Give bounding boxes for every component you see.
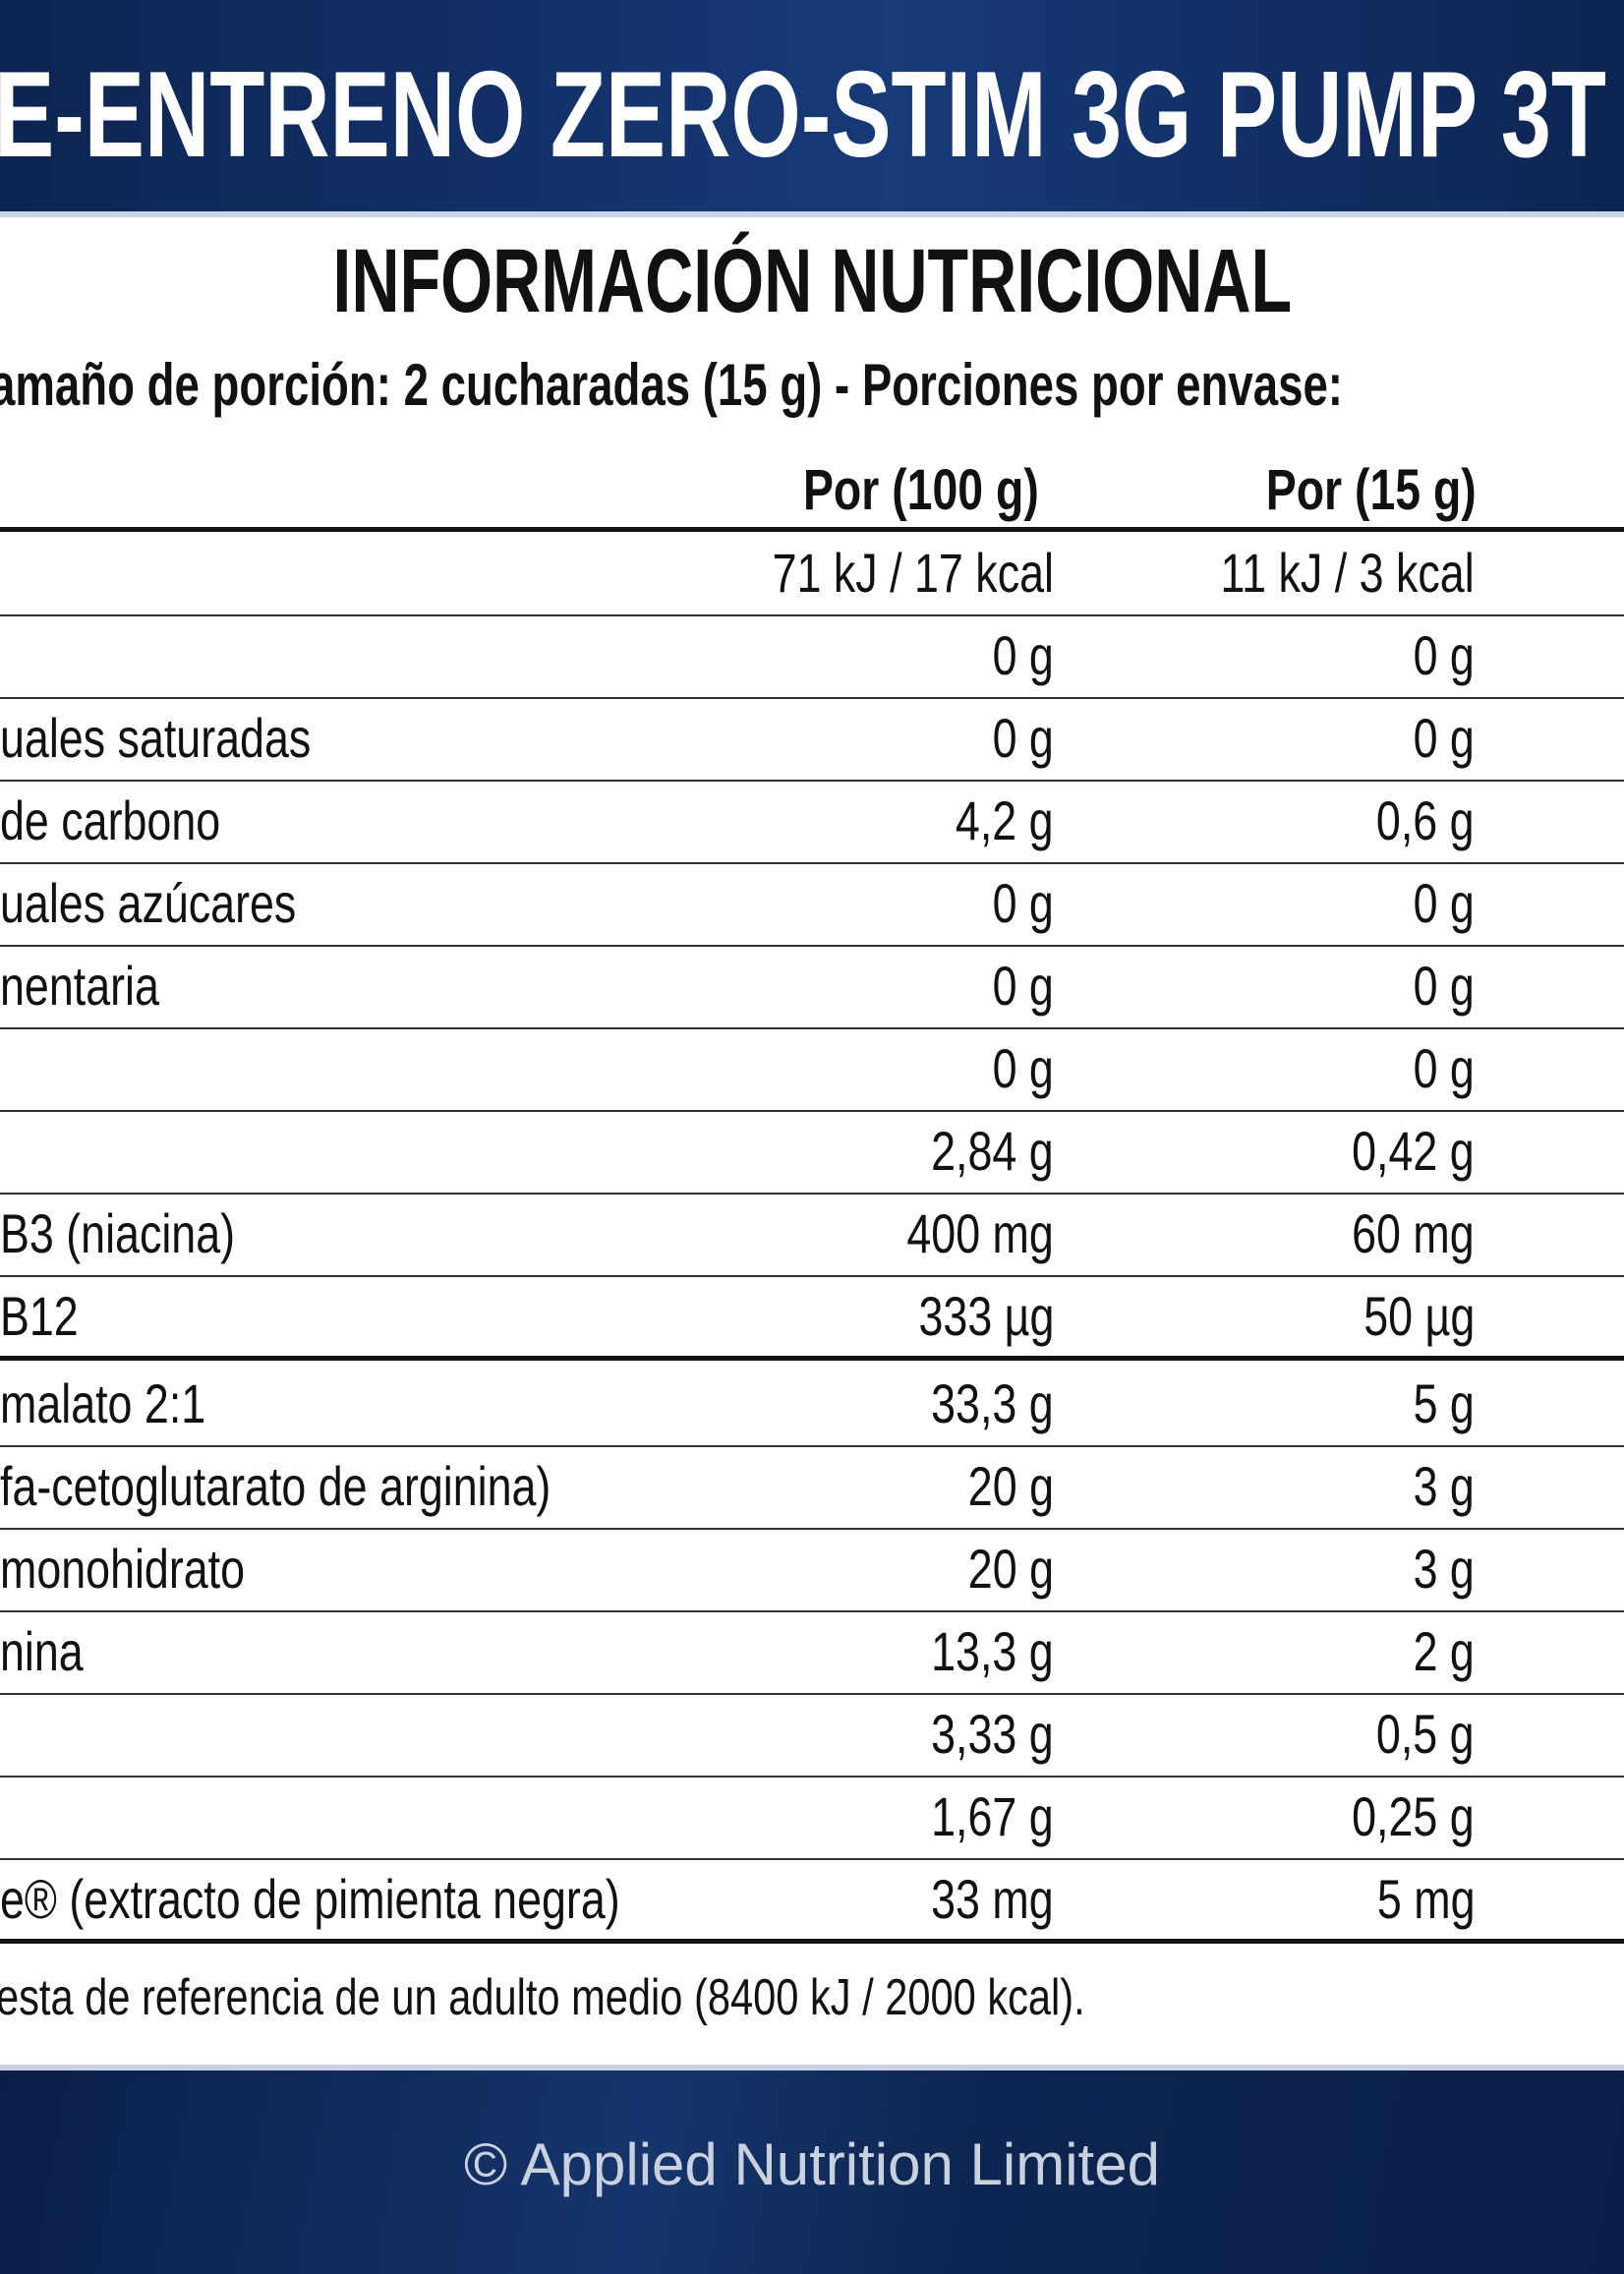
table-row: 71 kJ / 17 kcal 11 kJ / 3 kcal: [0, 532, 1624, 616]
value-per-100g: 333 µg: [918, 1285, 1054, 1347]
table-row: 2,84 g 0,42 g: [0, 1110, 1624, 1195]
value-per-serving: 60 mg: [1352, 1202, 1475, 1264]
value-per-100g: 3,33 g: [931, 1703, 1054, 1765]
value-per-100g: 20 g: [967, 1538, 1054, 1600]
table-row: fa-cetoglutarato de arginina) 20 g 3 g: [0, 1445, 1624, 1530]
table-row: monohidrato 20 g 3 g: [0, 1528, 1624, 1612]
heading-text: INFORMACIÓN NUTRICIONAL: [332, 231, 1292, 331]
copyright: © Applied Nutrition Limited: [464, 2131, 1160, 2197]
value-per-serving: 5 mg: [1376, 1868, 1475, 1930]
value-per-serving: 3 g: [1413, 1455, 1475, 1517]
value-per-100g: 33,3 g: [931, 1372, 1054, 1434]
value-per-100g: 13,3 g: [931, 1620, 1054, 1682]
nutrient-label: uales azúcares: [0, 872, 297, 934]
table-row: e® (extracto de pimienta negra) 33 mg 5 mg: [0, 1858, 1624, 1943]
thick-rule: [0, 1356, 1624, 1361]
table-row: uales azúcares 0 g 0 g: [0, 862, 1624, 947]
footer-band: [0, 2065, 1624, 2274]
value-per-100g: 71 kJ / 17 kcal: [772, 542, 1054, 604]
value-per-100g: 1,67 g: [931, 1785, 1054, 1847]
nutrient-label: e® (extracto de pimienta negra): [0, 1868, 620, 1930]
table-row: uales saturadas 0 g 0 g: [0, 697, 1624, 782]
value-per-100g: 4,2 g: [956, 789, 1054, 851]
table-heading: INFORMACIÓN NUTRICIONAL: [0, 236, 1624, 326]
value-per-serving: 0,6 g: [1376, 789, 1475, 851]
footnote: esta de referencia de un adulto medio (8…: [0, 1969, 1085, 2026]
value-per-100g: 400 mg: [906, 1202, 1054, 1264]
thick-rule: [0, 527, 1624, 532]
column-header: Por (15 g): [1155, 462, 1588, 519]
serving-info: amaño de porción: 2 cucharadas (15 g) - …: [0, 352, 1344, 418]
nutrient-label: fa-cetoglutarato de arginina): [0, 1455, 551, 1517]
table-row: de carbono 4,2 g 0,6 g: [0, 780, 1624, 864]
nutrient-label: uales saturadas: [0, 707, 312, 769]
nutrient-label: malato 2:1: [0, 1372, 206, 1434]
value-per-100g: 33 mg: [931, 1868, 1054, 1930]
value-per-serving: 11 kJ / 3 kcal: [1220, 542, 1475, 604]
table-row: B3 (niacina) 400 mg 60 mg: [0, 1193, 1624, 1277]
table-row: 1,67 g 0,25 g: [0, 1776, 1624, 1860]
table-row: 0 g 0 g: [0, 1027, 1624, 1112]
value-per-100g: 0 g: [992, 955, 1054, 1017]
nutrient-label: B3 (niacina): [0, 1202, 236, 1264]
product-title: E-ENTRENO ZERO-STIM 3G PUMP 3T: [0, 47, 1606, 183]
table-row: nina 13,3 g 2 g: [0, 1610, 1624, 1695]
value-per-serving: 50 µg: [1363, 1285, 1475, 1347]
nutrient-label: B12: [0, 1285, 79, 1347]
thick-rule: [0, 1939, 1624, 1944]
value-per-100g: 0 g: [992, 624, 1054, 686]
value-per-serving: 0 g: [1413, 624, 1475, 686]
table-row: 0 g 0 g: [0, 614, 1624, 699]
label-panel: [0, 217, 1624, 2065]
table-row: nentaria 0 g 0 g: [0, 945, 1624, 1029]
column-header: Por (100 g): [705, 462, 1137, 519]
value-per-serving: 0 g: [1413, 872, 1475, 934]
nutrient-label: nentaria: [0, 955, 159, 1017]
value-per-serving: 0,25 g: [1352, 1785, 1475, 1847]
value-per-serving: 2 g: [1413, 1620, 1475, 1682]
value-per-100g: 0 g: [992, 872, 1054, 934]
table-row: 3,33 g 0,5 g: [0, 1693, 1624, 1778]
column-header-text: Por (15 g): [1266, 458, 1477, 522]
value-per-100g: 2,84 g: [931, 1120, 1054, 1182]
value-per-100g: 20 g: [967, 1455, 1054, 1517]
value-per-100g: 0 g: [992, 707, 1054, 769]
nutrient-label: de carbono: [0, 789, 221, 851]
table-row: malato 2:1 33,3 g 5 g: [0, 1363, 1624, 1447]
table-row: B12 333 µg 50 µg: [0, 1275, 1624, 1360]
value-per-serving: 0,42 g: [1352, 1120, 1475, 1182]
value-per-serving: 3 g: [1413, 1538, 1475, 1600]
value-per-serving: 0,5 g: [1376, 1703, 1475, 1765]
nutrient-label: nina: [0, 1620, 84, 1682]
value-per-serving: 0 g: [1413, 1037, 1475, 1099]
header-band: [0, 0, 1624, 217]
value-per-100g: 0 g: [992, 1037, 1054, 1099]
column-header-text: Por (100 g): [803, 458, 1039, 522]
value-per-serving: 0 g: [1413, 707, 1475, 769]
nutrient-label: monohidrato: [0, 1538, 246, 1600]
value-per-serving: 5 g: [1413, 1372, 1475, 1434]
value-per-serving: 0 g: [1413, 955, 1475, 1017]
